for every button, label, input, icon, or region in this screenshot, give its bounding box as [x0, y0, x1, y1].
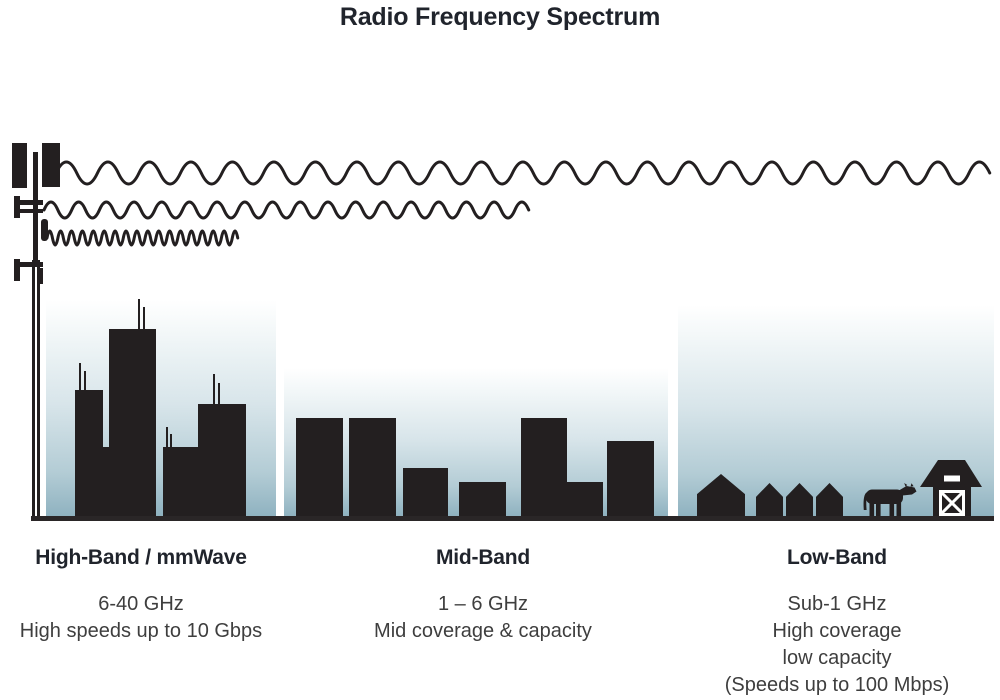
house-icon — [756, 483, 783, 516]
mid-band-label: Mid-Band 1 – 6 GHz Mid coverage & capaci… — [352, 546, 614, 645]
band-heading: Low-Band — [787, 546, 887, 569]
rooftop-antenna-icon — [138, 299, 140, 329]
long-wavelength-wave-icon — [54, 160, 992, 186]
building — [349, 418, 396, 516]
building — [296, 418, 343, 516]
tower-mast — [33, 152, 38, 264]
barn-loft-vent — [944, 475, 960, 482]
building — [521, 418, 567, 516]
skyscraper — [163, 447, 198, 516]
band-description: low capacity — [782, 647, 892, 669]
small-antenna-icon — [41, 219, 48, 241]
short-wavelength-wave-icon — [45, 229, 240, 247]
house-icon — [816, 483, 843, 516]
house-icon — [786, 483, 813, 516]
house-icon — [697, 474, 745, 516]
rooftop-antenna-icon — [79, 363, 81, 390]
band-frequency: 1 – 6 GHz — [437, 593, 529, 615]
skyscraper — [198, 404, 246, 516]
low-band-scene — [678, 305, 994, 516]
low-band-label: Low-Band Sub-1 GHz High coverage low cap… — [706, 546, 968, 699]
tower-stub — [39, 268, 43, 284]
band-frequency: Sub-1 GHz — [787, 593, 887, 615]
band-description: High speeds up to 10 Gbps — [19, 620, 263, 642]
rooftop-antenna-icon — [84, 371, 86, 390]
page-title: Radio Frequency Spectrum — [339, 3, 661, 31]
tower-mast-leg — [37, 260, 40, 516]
antenna-panel-icon — [42, 143, 60, 187]
band-description: High coverage — [772, 620, 902, 642]
rooftop-antenna-icon — [218, 383, 220, 404]
medium-wavelength-wave-icon — [42, 200, 531, 220]
band-heading: Mid-Band — [435, 546, 531, 569]
band-frequency: 6-40 GHz — [98, 593, 184, 615]
building — [567, 482, 603, 516]
rooftop-antenna-icon — [170, 434, 172, 447]
barn-icon — [920, 460, 982, 516]
building — [607, 441, 654, 516]
rooftop-antenna-icon — [213, 374, 215, 404]
high-band-label: High-Band / mmWave 6-40 GHz High speeds … — [10, 546, 272, 645]
band-description: Mid coverage & capacity — [374, 620, 592, 642]
ground-line — [31, 516, 994, 521]
antenna-bracket — [14, 196, 20, 218]
high-band-scene — [46, 299, 276, 516]
band-heading: High-Band / mmWave — [35, 546, 247, 569]
antenna-panel-icon — [12, 143, 27, 188]
antenna-bracket — [14, 259, 20, 281]
cow-icon — [863, 483, 917, 516]
rooftop-antenna-icon — [166, 427, 168, 447]
skyscraper — [109, 329, 156, 516]
tower-mast-leg — [32, 260, 35, 516]
skyscraper — [98, 447, 112, 516]
barn-door — [939, 490, 965, 516]
tower-crossbar — [16, 200, 43, 205]
building — [459, 482, 506, 516]
band-description: (Speeds up to 100 Mbps) — [724, 674, 950, 696]
tower-crossbar — [16, 209, 43, 213]
tower-crossbar — [16, 262, 43, 267]
mid-band-scene — [284, 368, 668, 516]
rooftop-antenna-icon — [143, 307, 145, 329]
building — [403, 468, 448, 516]
